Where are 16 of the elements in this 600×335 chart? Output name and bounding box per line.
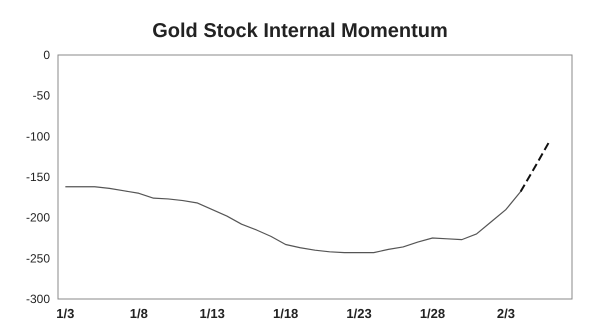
y-tick-label: -50 (32, 88, 50, 103)
chart-title: Gold Stock Internal Momentum (152, 20, 448, 42)
x-tick-label: 1/23 (346, 306, 372, 321)
x-tick-label: 1/13 (200, 306, 225, 321)
y-tick-label: -250 (26, 251, 50, 266)
y-tick-label: 0 (43, 48, 50, 62)
y-tick-label: -150 (26, 170, 50, 184)
y-tick-label: -200 (26, 210, 50, 225)
y-tick-label: -300 (26, 292, 50, 306)
line-series (64, 186, 522, 254)
x-tick-label: 2/3 (496, 306, 515, 321)
x-tick-label: 1/18 (272, 306, 298, 321)
x-tick-label: 1/8 (130, 306, 148, 321)
x-tick-label: 1/3 (56, 306, 74, 321)
x-tick-label: 1/28 (420, 306, 446, 321)
y-tick-label: -100 (26, 129, 50, 144)
